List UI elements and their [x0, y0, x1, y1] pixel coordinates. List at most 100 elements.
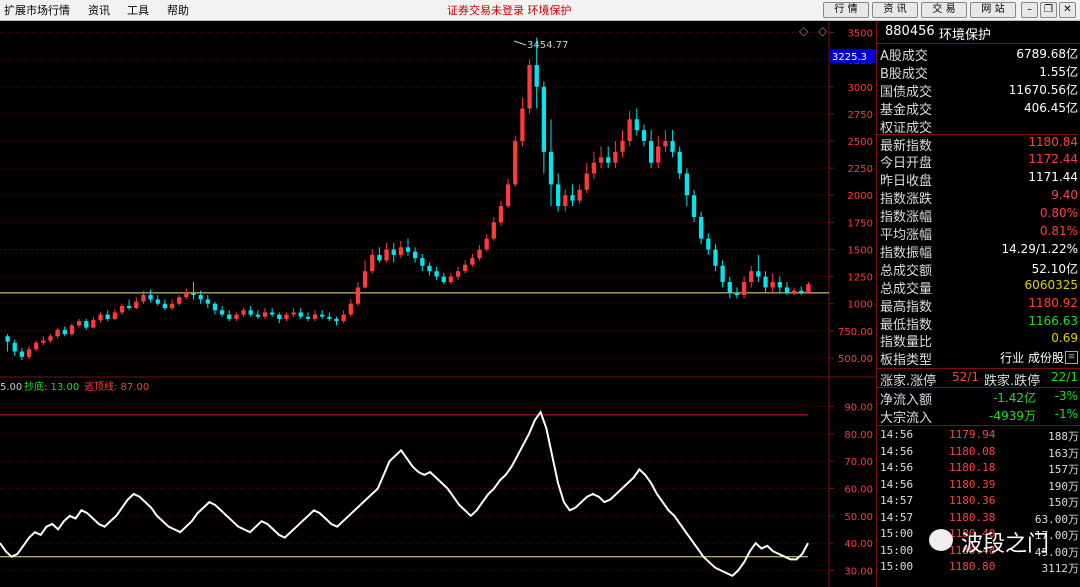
- candle-body: [219, 310, 225, 315]
- menu-item-market[interactable]: 扩展市场行情: [4, 4, 70, 17]
- menu-item-tools[interactable]: 工具: [127, 4, 149, 17]
- candle-body: [105, 314, 110, 319]
- peak-pointer: [513, 40, 527, 46]
- stat-label: 国债成交: [880, 84, 933, 100]
- list-icon[interactable]: ≡: [1065, 351, 1078, 365]
- tick-row: 14:56 1180.39 190万: [877, 478, 1080, 494]
- candle-body: [756, 271, 761, 277]
- y-tick-label: 2750: [848, 110, 873, 121]
- stat-row: 国债成交 11670.56亿: [880, 81, 1078, 100]
- y-tick-label: 70.00: [844, 457, 873, 468]
- menu-item-news[interactable]: 资讯: [88, 4, 110, 17]
- minimize-icon[interactable]: –: [1021, 2, 1038, 18]
- stat-label: 今日开盘: [880, 156, 933, 172]
- candle-body: [427, 265, 432, 272]
- close-icon[interactable]: ✕: [1059, 2, 1076, 18]
- stat-label: 最高指数: [880, 299, 933, 315]
- trade-button[interactable]: 交 易: [921, 2, 967, 18]
- tick-row: 15:00 1180.48 45.00万: [877, 544, 1080, 560]
- diamond-icon-2[interactable]: ◇: [818, 24, 828, 38]
- restore-icon[interactable]: ❐: [1040, 2, 1057, 18]
- updown-row: 涨家.涨停 52/1 跌家.跌停 22/1: [880, 370, 1078, 389]
- candle-body: [277, 314, 282, 319]
- candle-body: [398, 247, 403, 255]
- stat-value: 406.45亿: [1024, 100, 1078, 115]
- candle-body: [470, 258, 475, 265]
- candle-body: [634, 119, 639, 131]
- tick-row: 14:57 1180.38 63.00万: [877, 511, 1080, 527]
- candle-body: [405, 247, 411, 252]
- candle-body: [498, 206, 504, 223]
- y-tick-label: 90.00: [844, 403, 873, 414]
- candle-body: [413, 251, 418, 259]
- tick-price: 1180.08: [949, 444, 996, 458]
- indicator-legend-prefix: 5.00: [0, 382, 22, 393]
- y-tick-label: 2500: [848, 137, 873, 148]
- info-panel: 880456 环境保护 A股成交 6789.68亿 B股成交 1.55亿 国债成交 116…: [874, 21, 1080, 587]
- kline-chart[interactable]: 3500325030002750250022502000175015001250…: [0, 21, 876, 587]
- stat-row: 今日开盘 1172.44: [880, 152, 1078, 172]
- stat-label: 板指类型: [880, 353, 933, 369]
- tick-price: 1179.94: [949, 428, 996, 441]
- updown-value-1: 52/1: [952, 370, 979, 384]
- quote-button[interactable]: 行 情: [823, 2, 869, 18]
- candle-body: [656, 146, 661, 163]
- candle-body: [720, 265, 725, 283]
- y-tick-label: 500.00: [838, 354, 873, 365]
- tick-time: 14:57: [880, 494, 914, 507]
- stat-value: 1172.44: [1028, 152, 1078, 167]
- candle-body: [563, 195, 568, 207]
- stat-value: 52.10亿: [1031, 261, 1078, 276]
- candle-body: [184, 292, 189, 298]
- updown-label-1: 涨家.涨停: [880, 374, 937, 389]
- candle-body: [706, 238, 711, 250]
- tick-time: 14:56: [880, 477, 914, 491]
- candle-body: [126, 305, 132, 309]
- candle-body: [420, 258, 425, 266]
- candle-body: [641, 130, 647, 141]
- candle-body: [384, 249, 389, 261]
- stat-value: 0.81%: [1039, 224, 1078, 238]
- tick-volume: 188万: [1048, 430, 1079, 443]
- tick-row: 15:00 1180.40 17.00万: [877, 527, 1080, 543]
- stat-row: 板指类型 行业 成份股 ≡: [880, 349, 1078, 369]
- y-tick-label: 1500: [848, 245, 873, 256]
- stat-label: A股成交: [880, 49, 928, 64]
- y-tick-label: 2250: [848, 164, 873, 175]
- menu-item-help[interactable]: 帮助: [167, 4, 189, 17]
- candle-body: [212, 303, 218, 311]
- candle-body: [34, 342, 39, 350]
- login-notice: 证券交易未登录 环境保护: [447, 4, 572, 17]
- candle-body: [327, 316, 332, 319]
- candle-body: [62, 329, 67, 335]
- candle-body: [84, 321, 89, 328]
- stat-label: B股成交: [880, 66, 928, 82]
- website-button[interactable]: 网 站: [970, 2, 1016, 18]
- candle-body: [312, 314, 318, 319]
- peak-label: 3454.77: [527, 40, 568, 51]
- candle-body: [527, 65, 532, 109]
- stat-label: 指数涨跌: [880, 192, 933, 208]
- candle-body: [691, 195, 697, 217]
- flow-label: 净流入额: [880, 393, 933, 408]
- diamond-icon[interactable]: ◇: [799, 24, 809, 38]
- stat-value: 6060325: [1024, 277, 1078, 292]
- candle-body: [741, 282, 747, 296]
- stat-label: 指数量比: [880, 335, 933, 351]
- y-tick-label: 3500: [848, 29, 873, 40]
- tick-price: 1180.80: [949, 560, 996, 573]
- index-name: 环境保护: [939, 28, 992, 43]
- stat-label: 平均涨幅: [880, 228, 933, 243]
- candle-body: [784, 287, 790, 293]
- watermark: 波段之门: [929, 526, 1079, 557]
- news-button[interactable]: 资 讯: [872, 2, 918, 18]
- updown-label-2: 跌家.跌停: [984, 374, 1041, 389]
- flow-percent: -1%: [1054, 407, 1078, 421]
- y-tick-label: 1250: [848, 273, 873, 284]
- tick-time: 14:56: [880, 444, 914, 458]
- y-tick-label: 80.00: [844, 430, 873, 441]
- candle-body: [262, 312, 268, 317]
- flow-value: -1.42亿: [992, 391, 1036, 405]
- tick-volume: 17.00万: [1034, 529, 1079, 542]
- stat-row: 指数振幅 14.29/1.22%: [880, 242, 1078, 261]
